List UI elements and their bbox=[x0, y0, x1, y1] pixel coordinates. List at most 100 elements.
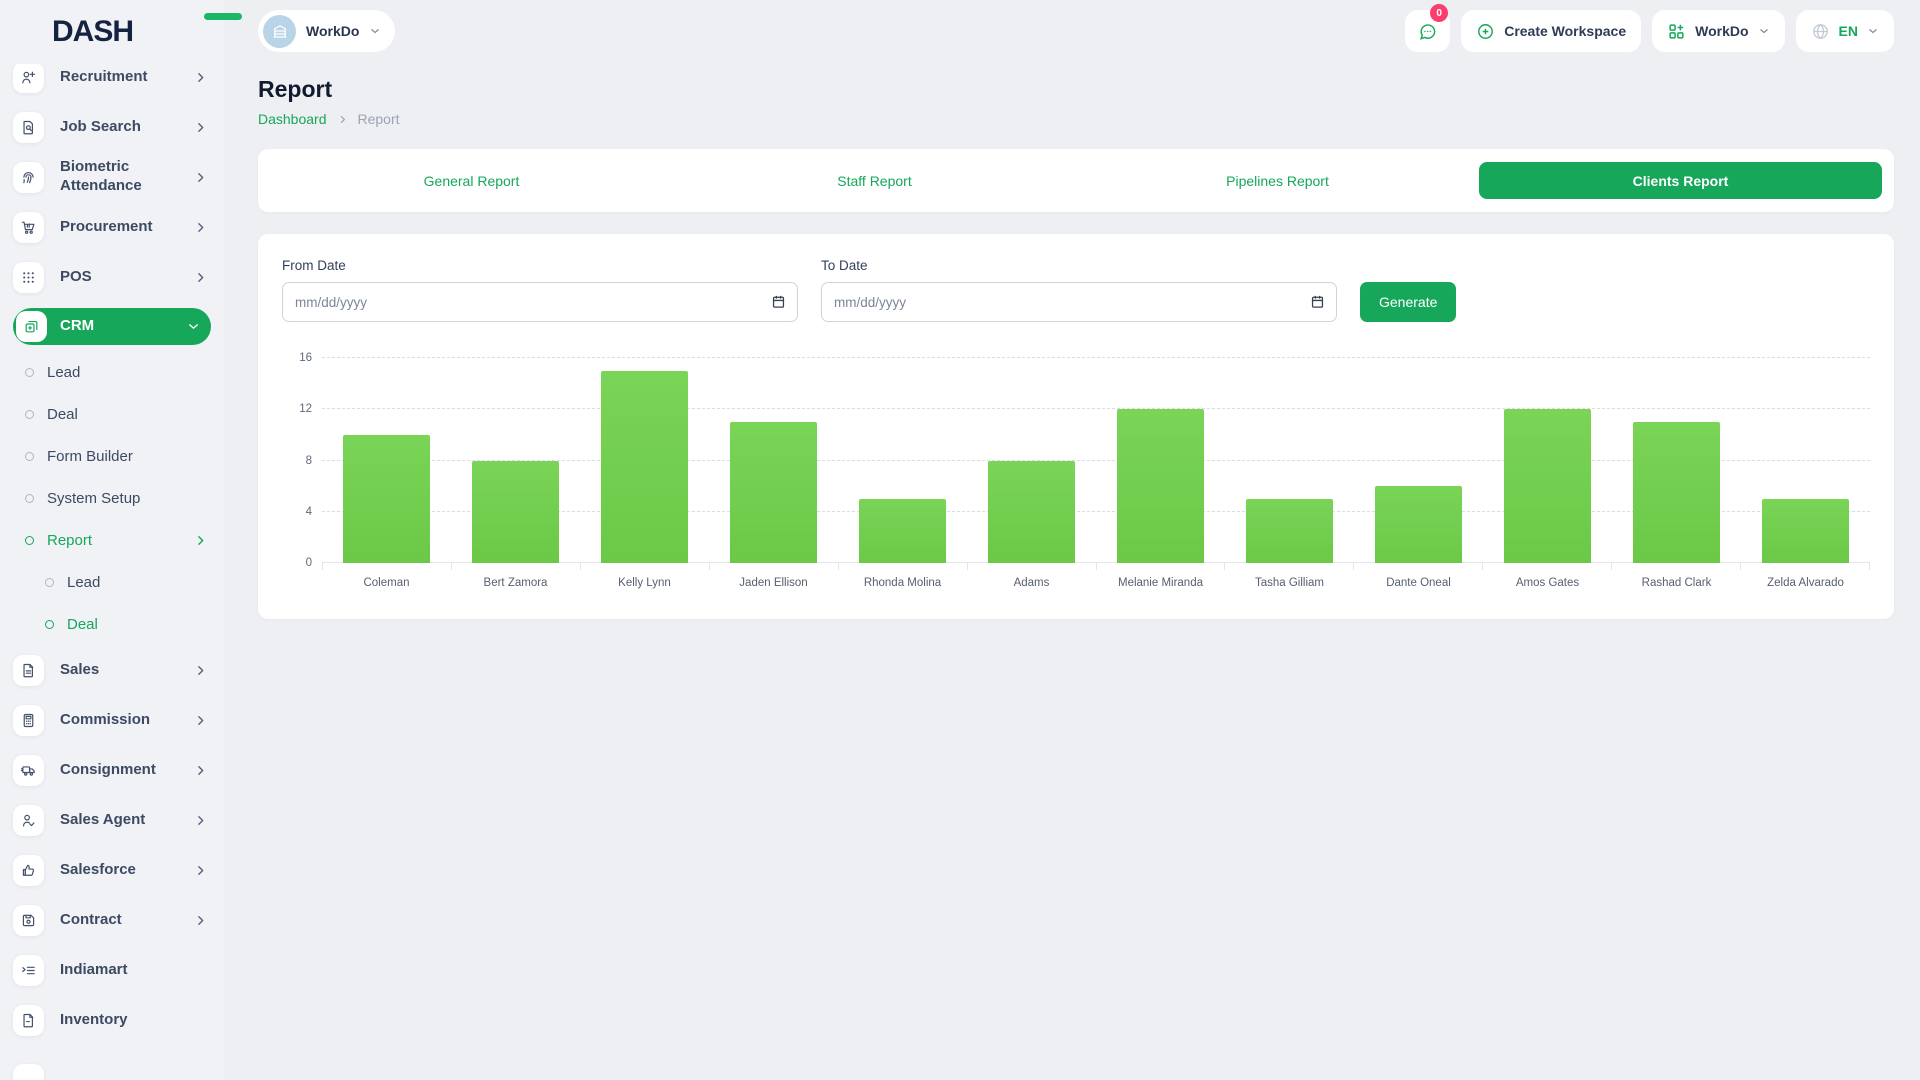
sidebar-subsubitem-label: Deal bbox=[67, 615, 98, 633]
grid-plus-icon bbox=[1667, 22, 1686, 41]
from-date-field: From Date bbox=[282, 258, 798, 322]
sidebar-item-contract[interactable]: Contract bbox=[13, 895, 211, 945]
sidebar-item-label: Procurement bbox=[60, 217, 153, 235]
bullet-icon bbox=[45, 577, 54, 587]
page-head: Report Dashboard Report bbox=[224, 62, 1920, 127]
bar-jaden-ellison bbox=[729, 422, 818, 563]
to-date-input[interactable] bbox=[821, 282, 1337, 322]
tab-pipelines-report[interactable]: Pipelines Report bbox=[1226, 172, 1329, 189]
logo-accent-dash bbox=[204, 13, 242, 20]
language-code: EN bbox=[1838, 23, 1858, 39]
y-axis-tick-label: 12 bbox=[299, 403, 312, 416]
sidebar-item-sales-agent[interactable]: Sales Agent bbox=[13, 795, 211, 845]
file-icon bbox=[13, 1004, 44, 1036]
y-axis-tick-label: 16 bbox=[299, 352, 312, 364]
x-axis-tick bbox=[1354, 563, 1484, 570]
x-axis-label: Rashad Clark bbox=[1641, 577, 1712, 589]
sidebar-subsubitem-label: Lead bbox=[67, 573, 101, 591]
sidebar-item-consignment[interactable]: Consignment bbox=[13, 745, 211, 795]
tab-staff-report[interactable]: Staff Report bbox=[837, 172, 912, 189]
sidebar-item-job-search[interactable]: Job Search bbox=[13, 102, 211, 152]
to-date-label: To Date bbox=[821, 258, 868, 273]
app-logo[interactable]: DASH bbox=[0, 0, 242, 64]
sidebar-subitem-lead[interactable]: Lead bbox=[13, 351, 211, 393]
sidebar-subsubitem-deal[interactable]: Deal bbox=[13, 603, 211, 645]
sidebar-item-commission[interactable]: Commission bbox=[13, 695, 211, 745]
from-date-input[interactable] bbox=[282, 282, 798, 322]
notification-badge: 0 bbox=[1430, 4, 1449, 22]
x-axis-label: Rhonda Molina bbox=[863, 577, 942, 589]
sidebar-subitem-form-builder[interactable]: Form Builder bbox=[13, 435, 211, 477]
chat-bubble-icon bbox=[1418, 22, 1437, 41]
x-axis-label: Kelly Lynn bbox=[618, 577, 671, 589]
gridline bbox=[322, 408, 1870, 410]
create-workspace-button[interactable]: Create Workspace bbox=[1461, 10, 1642, 52]
breadcrumb-dashboard-link[interactable]: Dashboard bbox=[258, 111, 327, 127]
x-axis-label: Amos Gates bbox=[1515, 577, 1580, 589]
sidebar-item-biometric-attendance[interactable]: Biometric Attendance bbox=[13, 152, 211, 202]
bar-rashad-clark bbox=[1632, 422, 1721, 563]
sidebar-item-label: CRM bbox=[60, 317, 95, 335]
sidebar-item-label: Job Search bbox=[60, 117, 141, 135]
app-logo-text: DASH bbox=[52, 15, 134, 48]
sidebar-item-sales[interactable]: Sales bbox=[13, 645, 211, 695]
app-menu-button[interactable]: WorkDo bbox=[1652, 10, 1785, 52]
bar-coleman bbox=[342, 434, 431, 563]
tab-general-report[interactable]: General Report bbox=[423, 172, 520, 189]
bar-slot-melanie-miranda bbox=[1096, 358, 1225, 563]
breadcrumb-current: Report bbox=[357, 111, 400, 127]
bar-adams bbox=[987, 460, 1076, 563]
sidebar-item-indiamart[interactable]: Indiamart bbox=[13, 945, 211, 995]
x-axis-label: Coleman bbox=[363, 577, 410, 589]
bar-slots bbox=[322, 358, 1870, 563]
chevron-right-icon bbox=[194, 171, 207, 184]
workspace-name: WorkDo bbox=[306, 23, 360, 39]
chart-y-axis: 0 4 8 12 16 bbox=[282, 352, 322, 569]
messages-button[interactable]: 0 bbox=[1405, 4, 1451, 52]
x-axis-tick bbox=[323, 563, 452, 570]
sidebar-item-salesforce[interactable]: Salesforce bbox=[13, 845, 211, 895]
hidden-icon bbox=[13, 1063, 44, 1080]
x-axis-label: Zelda Alvarado bbox=[1767, 577, 1844, 589]
x-axis-label: Melanie Miranda bbox=[1117, 577, 1203, 589]
gridline bbox=[322, 357, 1870, 358]
generate-button[interactable]: Generate bbox=[1360, 282, 1457, 322]
cart-icon bbox=[13, 211, 44, 243]
chart-x-labels: Coleman Bert Zamora Kelly Lynn Jaden Elliso… bbox=[322, 577, 1870, 589]
sidebar-item-recruitment[interactable]: Recruitment bbox=[13, 64, 211, 102]
sidebar-subitem-system-setup[interactable]: System Setup bbox=[13, 477, 211, 519]
bar-slot-jaden-ellison bbox=[709, 358, 838, 563]
bar-melanie-miranda bbox=[1116, 409, 1205, 563]
page-title: Report bbox=[258, 76, 333, 102]
tab-clients-report[interactable]: Clients Report bbox=[1479, 162, 1882, 199]
x-axis-tick bbox=[452, 563, 581, 570]
bar-amos-gates bbox=[1503, 409, 1592, 563]
sidebar-item-inventory[interactable]: Inventory bbox=[13, 995, 211, 1045]
sidebar-item-label: Sales Agent bbox=[60, 810, 146, 828]
sidebar-item-crm[interactable]: CRM bbox=[13, 308, 211, 345]
sidebar-subitem-report[interactable]: Report bbox=[13, 519, 211, 561]
chevron-right-icon bbox=[194, 764, 207, 777]
sidebar-item-partial[interactable] bbox=[13, 1054, 211, 1080]
sidebar-item-label: Sales bbox=[60, 660, 100, 678]
sidebar-subitem-deal[interactable]: Deal bbox=[13, 393, 211, 435]
calendar-icon[interactable] bbox=[770, 293, 787, 310]
sidebar-subsubitem-lead[interactable]: Lead bbox=[13, 561, 211, 603]
language-selector[interactable]: EN bbox=[1795, 10, 1894, 52]
bar-slot-rhonda-molina bbox=[838, 358, 967, 563]
y-axis-tick-label: 0 bbox=[305, 557, 312, 569]
bar-slot-bert-zamora bbox=[451, 358, 580, 563]
list-indent-icon bbox=[13, 954, 44, 986]
calendar-icon[interactable] bbox=[1309, 293, 1326, 310]
bar-rhonda-molina bbox=[858, 498, 947, 563]
x-axis-tick bbox=[1097, 563, 1226, 570]
sidebar-item-procurement[interactable]: Procurement bbox=[13, 202, 211, 252]
sidebar-item-pos[interactable]: POS bbox=[13, 252, 211, 302]
bar-slot-tasha-gilliam bbox=[1225, 358, 1354, 563]
person-plus-icon bbox=[13, 64, 44, 93]
sidebar-item-label: Salesforce bbox=[60, 860, 136, 878]
app-menu-label: WorkDo bbox=[1695, 23, 1749, 39]
x-axis-tick bbox=[968, 563, 1097, 570]
workspace-switcher[interactable]: WorkDo bbox=[258, 10, 396, 52]
y-axis-tick-label: 8 bbox=[305, 454, 312, 467]
